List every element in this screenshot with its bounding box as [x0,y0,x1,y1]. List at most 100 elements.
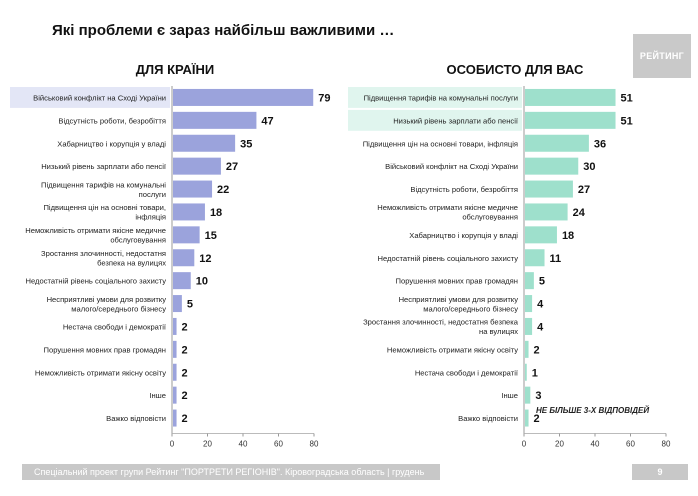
right-bar [525,203,568,221]
left-category-label: Військовий конфлікт на Сході України [33,93,166,102]
right-x-tick-label: 60 [626,440,635,449]
right-category-label: Недостатній рівень соціального захисту [378,254,519,263]
left-category-label: Інше [149,391,166,400]
left-x-tick-label: 0 [170,440,175,449]
left-data-label: 15 [205,230,217,242]
right-data-label: 51 [621,92,633,104]
right-category-label: Несприятливі умови для розвитку малого/се… [399,295,519,314]
left-chart-title: ДЛЯ КРАЇНИ [135,62,215,77]
left-bar [173,272,191,290]
right-bar [525,340,529,358]
left-bar [173,226,200,244]
right-category-label: Хабарництво і корупція у владі [409,231,518,240]
right-category-label: Військовий конфлікт на Сході України [385,162,518,171]
right-category-label: Низький рівень зарплати або пенсії [393,116,519,125]
right-category-label: Неможливість отримати якісне медичне обсл… [377,203,518,222]
rating-logo: РЕЙТИНГ [633,34,691,78]
right-data-label: 5 [539,276,545,288]
left-data-label: 2 [182,321,188,333]
right-category-label: Порушення мовних прав громадян [396,277,518,286]
right-data-label: 1 [532,367,538,379]
left-bar [173,295,182,313]
right-chart-title: ОСОБИСТО ДЛЯ ВАС [446,62,584,77]
right-x-tick-label: 0 [522,440,527,449]
left-data-label: 2 [182,367,188,379]
left-category-label: Неможливість отримати якісне медичне обсл… [25,226,166,245]
left-data-label: 12 [199,253,211,265]
left-category-label: Несприятливі умови для розвитку малого/се… [47,295,167,314]
left-bar [173,249,195,267]
left-category-label: Недостатній рівень соціального захисту [26,277,167,286]
right-category-label: Важко відповісти [458,414,518,423]
left-bar [173,134,236,152]
right-bar [525,317,533,335]
left-bar [173,111,257,129]
left-x-tick-label: 20 [203,440,212,449]
right-bar [525,157,579,175]
left-data-label: 22 [217,184,229,196]
right-data-label: 11 [550,253,562,265]
left-x-tick-label: 80 [310,440,319,449]
left-bar [173,157,221,175]
right-bar [525,295,533,313]
right-category-label: Інше [501,391,518,400]
left-bar [173,409,177,427]
left-category-label: Підвищення тарифів на комунальні послуги [41,180,166,199]
left-data-label: 47 [261,115,273,127]
left-bar [173,203,205,221]
left-highlight-band [10,87,170,108]
left-data-label: 10 [196,276,208,288]
footer-text: Спеціальний проект групи Рейтинг "ПОРТРЕ… [34,467,425,493]
left-category-label: Хабарництво і корупція у владі [57,139,166,148]
right-bar [525,409,529,427]
right-data-label: 3 [535,390,541,402]
right-bar [525,363,527,381]
left-bar [173,317,177,335]
right-data-label: 4 [537,321,544,333]
left-data-label: 2 [182,390,188,402]
page-title: Які проблеми є зараз найбільш важливими … [52,22,395,39]
left-data-label: 5 [187,299,193,311]
right-data-label: 24 [573,207,586,219]
right-data-label: 4 [537,299,544,311]
left-bar [173,363,177,381]
left-x-tick-label: 40 [239,440,248,449]
right-bar [525,226,557,244]
left-data-label: 2 [182,413,188,425]
left-category-label: Низький рівень зарплати або пенсії [41,162,167,171]
right-highlight-band [348,87,522,108]
right-data-label: 2 [534,413,540,425]
right-bar [525,272,534,290]
left-bar [173,340,177,358]
right-x-tick-label: 80 [662,440,671,449]
left-bar [173,88,314,106]
right-data-label: 36 [594,138,606,150]
right-bar [525,180,573,198]
right-category-label: Відсутність роботи, безробіття [410,185,518,194]
left-bar [173,180,213,198]
right-bar [525,249,545,267]
left-bar [173,386,177,404]
right-category-label: Зростання злочинності, недостатня безпек… [363,318,519,337]
right-category-label: Підвищення тарифів на комунальні послуги [364,93,518,102]
left-data-label: 18 [210,207,222,219]
right-data-label: 2 [534,344,540,356]
footer-bar: Спеціальний проект групи Рейтинг "ПОРТРЕ… [22,464,440,493]
right-data-label: 30 [583,161,595,173]
left-data-label: 2 [182,344,188,356]
right-bar [525,88,616,106]
right-category-label: Неможливість отримати якісну освіту [387,345,518,354]
left-x-tick-label: 60 [274,440,283,449]
left-category-label: Підвищення цін на основні товари, інфляці… [43,203,166,222]
right-highlight-band [348,109,522,131]
right-bar [525,386,531,404]
max-answers-note: НЕ БІЛЬШЕ 3-Х ВІДПОВІДЕЙ [536,406,650,415]
left-data-label: 27 [226,161,238,173]
page-number: 9 [632,464,688,480]
right-data-label: 27 [578,184,590,196]
bar-charts: 79 Військовий конфлікт на Сході України 47… [10,86,671,449]
right-category-label: Нестача свободи і демократії [415,368,519,377]
right-bar [525,134,589,152]
left-category-label: Неможливість отримати якісну освіту [35,368,166,377]
right-data-label: 18 [562,230,574,242]
